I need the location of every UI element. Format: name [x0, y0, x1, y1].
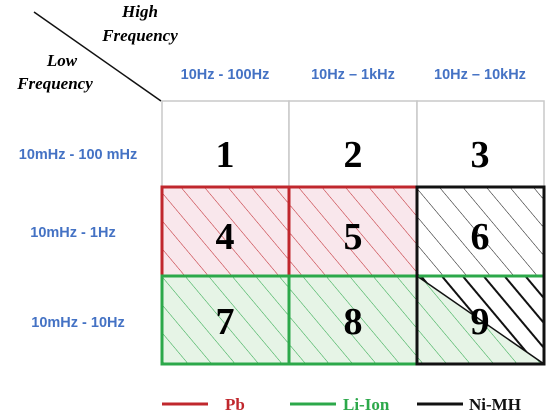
legend: Pb Li-Ion Ni-MH	[162, 395, 521, 414]
legend-nimh-label: Ni-MH	[469, 395, 521, 414]
legend-liion-label: Li-Ion	[343, 395, 390, 414]
high-frequency-label-line2: Frequency	[101, 26, 178, 45]
low-frequency-label-line2: Frequency	[16, 74, 93, 93]
cell-number-2: 2	[344, 134, 363, 176]
cell-number-7: 7	[216, 301, 235, 343]
row-header-3: 10mHz - 10Hz	[31, 315, 124, 331]
corner-diagonal	[33, 11, 162, 102]
column-header-1: 10Hz - 100Hz	[181, 67, 270, 83]
cell-2	[288, 100, 418, 188]
row-header-2: 10mHz - 1Hz	[30, 225, 115, 241]
cell-number-9: 9	[471, 301, 490, 343]
cell-6-hatch	[417, 187, 544, 276]
cell-number-5: 5	[344, 216, 363, 258]
cell-9-diagonal	[416, 275, 545, 365]
low-frequency-label-line1: Low	[46, 51, 78, 70]
high-frequency-label-line1: High	[121, 2, 158, 21]
cell-number-4: 4	[216, 216, 235, 258]
cell-number-3: 3	[471, 134, 490, 176]
cell-number-1: 1	[216, 134, 235, 176]
legend-pb-label: Pb	[225, 395, 245, 414]
cell-number-8: 8	[344, 301, 363, 343]
column-header-3: 10Hz – 10kHz	[434, 67, 526, 83]
row-header-1: 10mHz - 100 mHz	[19, 147, 137, 163]
column-header-2: 10Hz – 1kHz	[311, 67, 395, 83]
cell-number-6: 6	[471, 216, 490, 258]
